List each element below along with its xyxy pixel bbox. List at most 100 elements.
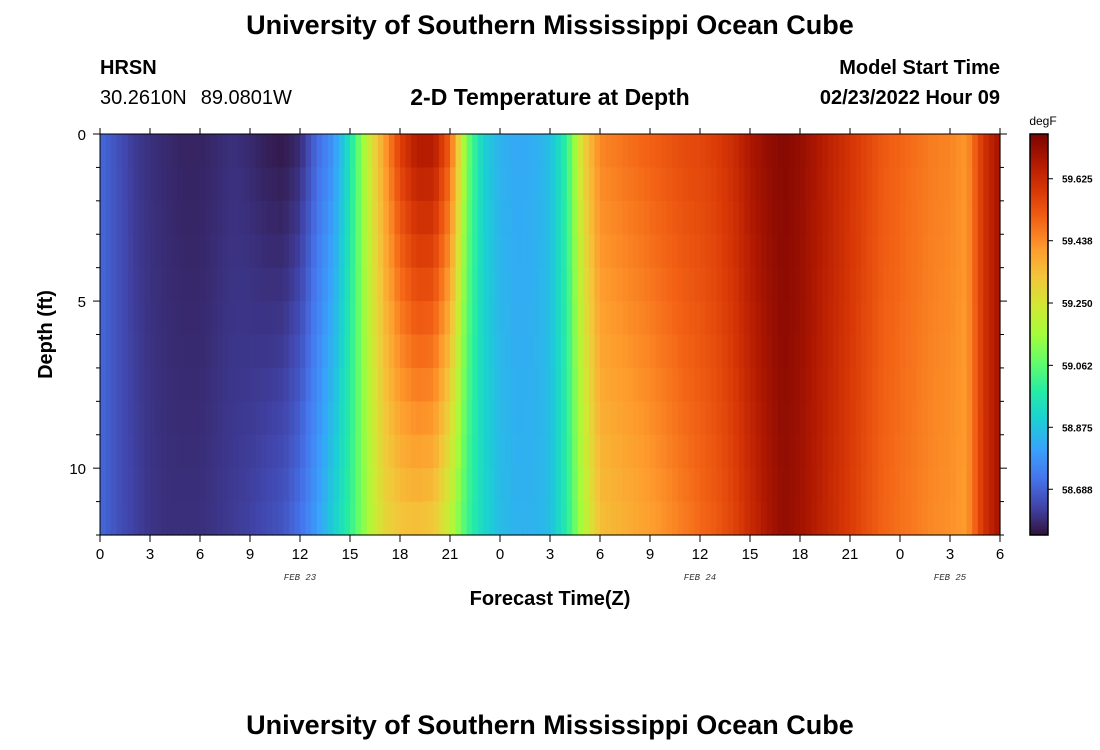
heatmap-cell: [194, 301, 201, 336]
heatmap-cell: [977, 234, 984, 269]
heatmap-cell: [138, 501, 146, 536]
heatmap-cell: [933, 434, 940, 469]
heatmap-cell: [516, 301, 523, 336]
heatmap-cell: [277, 401, 284, 436]
heatmap-cell: [900, 434, 907, 469]
heatmap-cell: [755, 200, 762, 235]
heatmap-cell: [661, 401, 668, 436]
heatmap-cell: [816, 301, 823, 336]
heatmap-cell: [622, 367, 629, 402]
heatmap-cell: [372, 468, 379, 503]
heatmap-cell: [150, 367, 157, 402]
heatmap-cell: [350, 234, 357, 269]
heatmap-cell: [922, 501, 929, 536]
heatmap-cell: [472, 167, 479, 202]
heatmap-cell: [638, 267, 646, 302]
heatmap-cell: [800, 301, 807, 336]
heatmap-cell: [988, 434, 996, 469]
heatmap-cell: [283, 468, 290, 503]
heatmap-cell: [366, 167, 373, 202]
y-tick-label: 5: [78, 294, 86, 311]
heatmap-cell: [955, 434, 962, 469]
heatmap-cell: [983, 134, 990, 169]
heatmap-cell: [405, 134, 412, 169]
heatmap-cell: [127, 200, 134, 235]
heatmap-cell: [822, 334, 829, 369]
heatmap-cell: [750, 468, 757, 503]
heatmap-cell: [950, 367, 957, 402]
heatmap-cell: [733, 401, 740, 436]
heatmap-cell: [388, 200, 396, 235]
heatmap-cell: [311, 501, 318, 536]
heatmap-cell: [488, 367, 496, 402]
heatmap-cell: [611, 200, 618, 235]
heatmap-cell: [438, 167, 446, 202]
heatmap-cell: [244, 367, 251, 402]
heatmap-cell: [738, 234, 746, 269]
heatmap-cell: [416, 434, 423, 469]
heatmap-cell: [250, 434, 257, 469]
heatmap-cell: [638, 134, 646, 169]
heatmap-cell: [472, 267, 479, 302]
heatmap-cell: [527, 301, 534, 336]
heatmap-cell: [133, 401, 140, 436]
heatmap-cell: [844, 301, 851, 336]
heatmap-cell: [966, 167, 973, 202]
heatmap-cell: [561, 267, 568, 302]
heatmap-cell: [155, 501, 162, 536]
heatmap-cell: [377, 334, 384, 369]
heatmap-cell: [450, 167, 457, 202]
heatmap-cell: [566, 434, 573, 469]
heatmap-cell: [200, 501, 207, 536]
heatmap-cell: [650, 301, 657, 336]
x-date-label: FEB 23: [284, 573, 317, 583]
heatmap-cell: [505, 301, 512, 336]
heatmap-cell: [444, 234, 451, 269]
heatmap-cell: [750, 200, 757, 235]
heatmap-cell: [872, 167, 879, 202]
heatmap-cell: [222, 167, 229, 202]
heatmap-cell: [316, 501, 323, 536]
heatmap-cell: [322, 401, 329, 436]
heatmap-cell: [400, 501, 407, 536]
heatmap-cell: [244, 167, 251, 202]
heatmap-cell: [700, 501, 707, 536]
heatmap-cell: [566, 401, 573, 436]
heatmap-cell: [705, 367, 712, 402]
heatmap-cell: [955, 401, 962, 436]
heatmap-cell: [555, 301, 562, 336]
heatmap-cell: [777, 167, 784, 202]
heatmap-cell: [805, 234, 812, 269]
heatmap-cell: [811, 301, 818, 336]
heatmap-cell: [522, 434, 529, 469]
heatmap-cell: [488, 501, 496, 536]
heatmap-cell: [200, 267, 207, 302]
heatmap-cell: [244, 468, 251, 503]
heatmap-cell: [333, 234, 340, 269]
heatmap-cell: [733, 267, 740, 302]
heatmap-cell: [344, 334, 351, 369]
heatmap-cell: [988, 134, 996, 169]
heatmap-cell: [661, 334, 668, 369]
heatmap-cell: [133, 200, 140, 235]
heatmap-cell: [772, 301, 779, 336]
heatmap-cell: [161, 234, 168, 269]
heatmap-cell: [783, 468, 790, 503]
heatmap-cell: [383, 167, 390, 202]
heatmap-cell: [127, 234, 134, 269]
heatmap-cell: [261, 501, 268, 536]
heatmap-cell: [222, 200, 229, 235]
heatmap-cell: [855, 234, 862, 269]
heatmap-cell: [938, 367, 946, 402]
heatmap-cell: [416, 501, 423, 536]
heatmap-cell: [133, 334, 140, 369]
heatmap-cell: [766, 334, 773, 369]
heatmap-cell: [877, 234, 884, 269]
heatmap-cell: [205, 367, 212, 402]
heatmap-cell: [688, 267, 696, 302]
heatmap-cell: [644, 468, 651, 503]
heatmap-cell: [683, 468, 690, 503]
heatmap-cell: [455, 200, 462, 235]
heatmap-cell: [277, 134, 284, 169]
heatmap-cell: [800, 234, 807, 269]
